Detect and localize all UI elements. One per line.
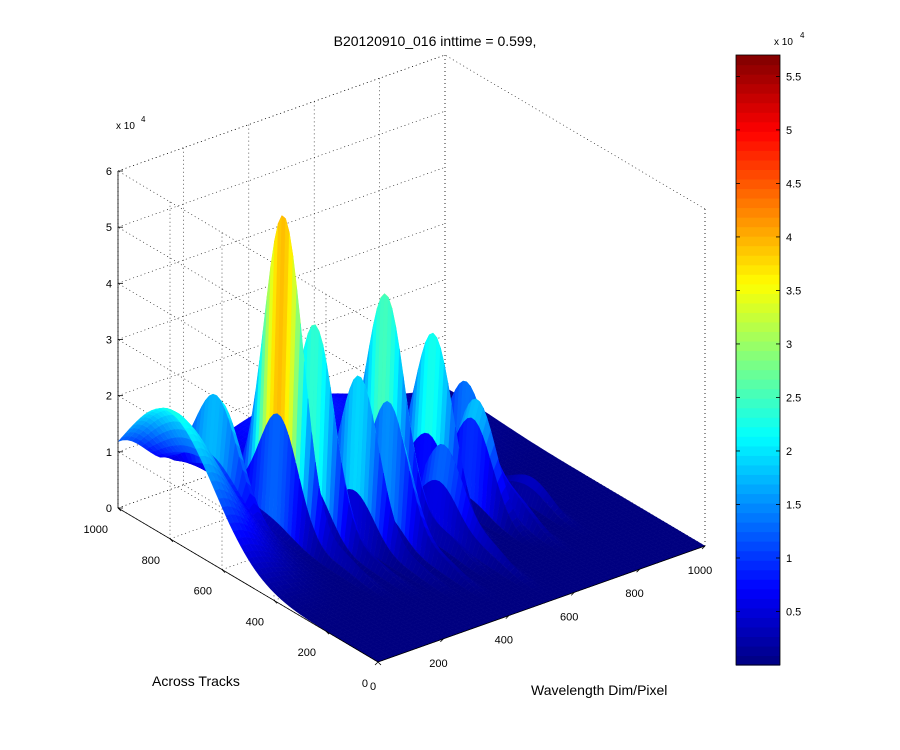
grid-line [117,226,379,382]
colorbar-segment [736,655,780,666]
colorbar-segment [736,626,780,638]
colorbar-segment [736,645,780,657]
y-tick-label: 200 [298,647,316,659]
z-tick-label: 6 [106,166,112,178]
z-tick-label: 3 [106,335,112,347]
grid-line [117,54,446,172]
z-tick-label: 1 [106,447,112,459]
z-exponent-label: x 10 [116,121,135,132]
grid-line [117,110,446,228]
x-tick-label: 1000 [688,565,712,577]
y-tick-label: 0 [362,678,368,690]
z-tick-label: 4 [106,278,112,290]
y-tick-label: 800 [142,555,160,567]
x-tick-label: 400 [495,635,513,647]
surface-plot [117,215,706,663]
grid-line [117,170,379,326]
x-tick-label: 600 [560,611,578,623]
z-tick-label: 0 [106,503,112,515]
z-tick-label: 5 [106,222,112,234]
x-axis-label: Wavelength Dim/Pixel [531,682,667,698]
y-tick [377,661,382,666]
y-tick-label: 600 [194,586,212,598]
x-tick [374,661,379,666]
x-tick-label: 0 [370,681,376,693]
x-tick-label: 200 [429,658,447,670]
z-exponent-power: 4 [141,115,146,124]
z-tick-label: 2 [106,391,112,403]
chart-title: B20120910_016 inttime = 0.599, [334,33,537,49]
x-tick-label: 800 [625,588,643,600]
colorbar-segment [736,636,780,647]
colorbar: 0.511.522.533.544.555.5 [735,54,801,666]
y-tick-label: 1000 [84,524,108,536]
box-edge [444,54,706,210]
y-axis-label: Across Tracks [152,673,240,689]
y-tick-label: 400 [246,616,264,628]
